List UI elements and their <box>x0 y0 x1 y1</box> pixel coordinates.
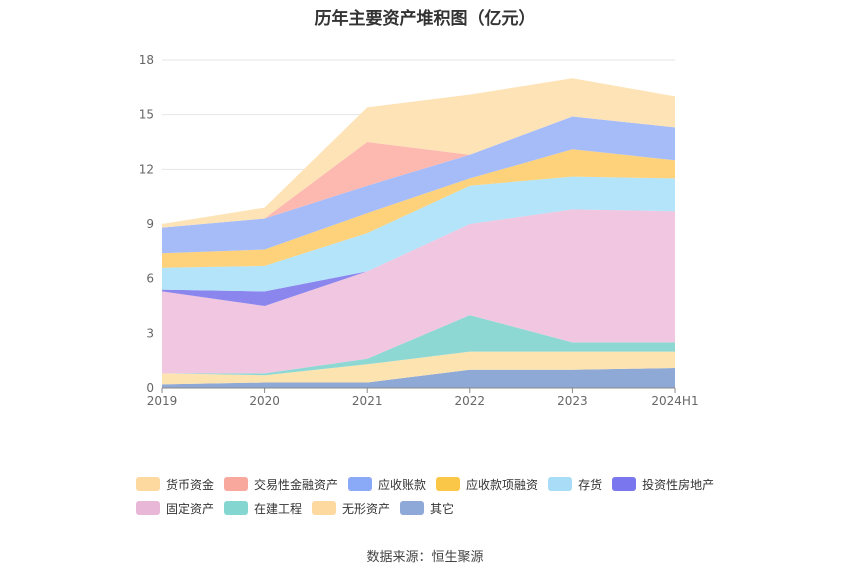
legend-label: 应收款项融资 <box>466 477 539 492</box>
area-series-1 <box>162 351 675 385</box>
x-tick-label: 2023 <box>557 394 588 408</box>
area-series <box>162 78 675 388</box>
area-series-5 <box>162 176 675 292</box>
legend-item[interactable]: 交易性金融资产 <box>224 476 338 493</box>
legend-swatch <box>224 501 249 515</box>
x-tick-label: 2019 <box>147 394 178 408</box>
area-series-4 <box>162 209 675 306</box>
legend-swatch <box>400 501 425 515</box>
y-tick-label: 0 <box>146 381 154 395</box>
legend-label: 其它 <box>430 501 455 516</box>
area-series-9 <box>162 78 675 228</box>
legend-row-2: 固定资产 在建工程 无形资产 其它 <box>136 496 736 520</box>
legend-label: 交易性金融资产 <box>254 477 339 492</box>
legend-item[interactable]: 其它 <box>400 500 454 517</box>
legend-row-1: 货币资金 交易性金融资产 应收账款 应收款项融资 存货 投资性房地产 <box>136 472 736 496</box>
legend-label: 应收账款 <box>378 477 427 492</box>
legend-swatch <box>136 477 160 491</box>
area-series-0 <box>162 368 675 388</box>
legend-swatch <box>612 477 637 491</box>
legend-item[interactable]: 无形资产 <box>312 500 390 517</box>
legend-swatch <box>312 501 337 515</box>
legend-swatch <box>436 477 461 491</box>
x-tick-label: 2021 <box>352 394 383 408</box>
axes: 0 3 6 9 12 15 18 2019 2020 2021 2022 2023 2024H1 <box>139 53 699 408</box>
legend-item[interactable]: 在建工程 <box>224 500 302 517</box>
legend-item[interactable]: 固定资产 <box>136 500 214 517</box>
legend-label: 存货 <box>578 477 603 492</box>
area-series-3 <box>162 209 675 374</box>
legend: 货币资金 交易性金融资产 应收账款 应收款项融资 存货 投资性房地产 固定资产 在建工程 无形… <box>136 472 736 520</box>
y-tick-label: 15 <box>139 108 154 122</box>
legend-item[interactable]: 应收款项融资 <box>436 476 538 493</box>
legend-item[interactable]: 存货 <box>548 476 602 493</box>
x-tick-label: 2020 <box>249 394 280 408</box>
area-series-7 <box>162 116 675 254</box>
area-series-6 <box>162 149 675 268</box>
legend-item[interactable]: 投资性房地产 <box>612 476 714 493</box>
legend-item[interactable]: 应收账款 <box>348 476 426 493</box>
legend-label: 固定资产 <box>166 501 215 516</box>
y-tick-label: 18 <box>139 53 154 67</box>
legend-item[interactable]: 货币资金 <box>136 476 214 493</box>
area-series-2 <box>162 315 675 376</box>
legend-swatch <box>548 477 573 491</box>
y-tick-label: 6 <box>146 272 154 286</box>
chart-title: 历年主要资产堆积图（亿元） <box>314 9 536 29</box>
area-series-8 <box>162 116 675 228</box>
legend-label: 货币资金 <box>166 477 215 492</box>
x-tick-label: 2022 <box>455 394 486 408</box>
legend-label: 无形资产 <box>342 501 391 516</box>
stacked-area-chart: 0 3 6 9 12 15 18 2019 2020 2021 2022 2023 2024H1 <box>139 53 699 408</box>
legend-label: 投资性房地产 <box>642 477 715 492</box>
legend-label: 在建工程 <box>254 501 303 516</box>
data-source: 数据来源：恒生聚源 <box>366 550 484 565</box>
legend-swatch <box>136 501 160 515</box>
y-tick-label: 9 <box>146 217 154 231</box>
x-tick-label: 2024H1 <box>651 394 698 408</box>
y-tick-label: 3 <box>146 326 154 340</box>
legend-swatch <box>224 477 249 491</box>
y-tick-label: 12 <box>139 162 154 176</box>
legend-swatch <box>348 477 373 491</box>
